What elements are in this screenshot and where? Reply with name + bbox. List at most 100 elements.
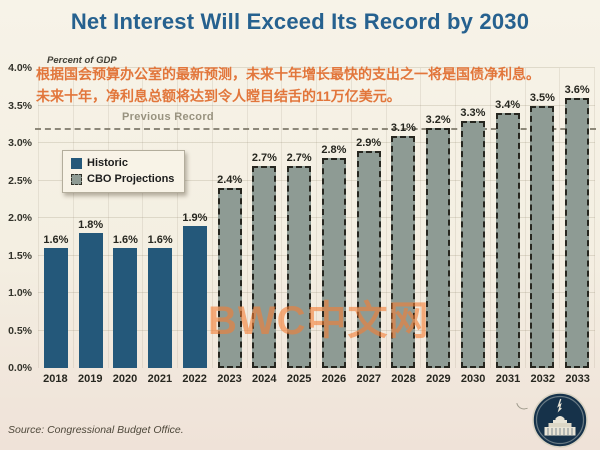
legend-item-projections: CBO Projections	[71, 173, 174, 185]
bar-column-2033: 3.6%	[559, 68, 595, 368]
previous-record-label: Previous Record	[122, 111, 214, 123]
x-tick-label: 2020	[112, 373, 138, 385]
bar-2027	[356, 150, 381, 368]
bar-column-2032: 3.5%	[524, 68, 560, 368]
x-axis: 2018 2019 2020 2021 2022 2023 2024 2025 2026 2027…	[38, 373, 595, 385]
y-tick-label: 2.5%	[8, 174, 32, 187]
x-tick-label: 2018	[43, 373, 68, 385]
x-tick-label: 2028	[391, 373, 416, 385]
gridline	[38, 104, 595, 106]
bar-2033	[565, 98, 590, 368]
bar-column-2020: 1.6%	[107, 68, 143, 368]
x-tick-label: 2032	[530, 373, 556, 385]
bar-2028	[391, 135, 416, 368]
bar-column-2026: 2.8%	[316, 68, 351, 368]
y-tick-label: 4.0%	[8, 62, 32, 74]
historic-swatch-icon	[71, 157, 82, 169]
bar-column-2029: 3.2%	[420, 68, 455, 368]
bar-2032	[530, 105, 555, 368]
bar-value-label: 1.6%	[43, 234, 69, 246]
bar-value-label: 3.3%	[460, 106, 486, 119]
bar-2020	[113, 248, 138, 368]
bar-2025	[287, 165, 312, 368]
bar-2019	[78, 233, 103, 368]
x-tick-label: 2021	[147, 373, 173, 385]
bar-value-label: 1.6%	[112, 234, 138, 246]
watermark-text: BWC中文网	[208, 299, 430, 343]
x-tick-label: 2030	[460, 373, 486, 385]
bar-2023	[217, 188, 242, 368]
bar-value-label: 1.8%	[78, 219, 104, 231]
bar-column-2030: 3.3%	[455, 68, 490, 368]
bar-value-label: 3.6%	[564, 84, 590, 96]
x-tick-label: 2024	[252, 373, 277, 385]
bar-value-label: 3.1%	[390, 121, 416, 134]
bar-2022	[182, 225, 207, 368]
x-tick-label: 2027	[356, 373, 381, 385]
x-tick-label: 2029	[426, 373, 451, 385]
bar-2018	[43, 248, 68, 368]
bar-column-2018: 1.6%	[38, 68, 73, 368]
y-tick-label: 1.5%	[8, 249, 32, 262]
x-tick-label: 2019	[77, 373, 103, 385]
gridline	[38, 254, 595, 256]
x-tick-label: 2023	[217, 373, 242, 385]
gridline	[38, 329, 595, 331]
bar-column-2023: 2.4%	[211, 68, 247, 368]
bar-value-label: 2.7%	[251, 151, 277, 164]
gridline	[38, 217, 595, 218]
bar-value-label: 1.6%	[147, 234, 173, 246]
bar-column-2028: 3.1%	[385, 68, 421, 368]
bar-2030	[460, 120, 485, 368]
projection-swatch-icon	[71, 173, 82, 185]
gridline	[38, 292, 595, 293]
bar-value-label: 2.7%	[286, 151, 312, 164]
bar-value-label: 2.9%	[356, 136, 382, 149]
plot-area: Previous Record 1.6% 1.8% 1.6% 1.6% 1.9% 2.4%…	[35, 67, 596, 368]
y-tick-label: 0.0%	[8, 362, 32, 374]
y-tick-label: 0.5%	[8, 324, 32, 337]
capitol-badge-icon	[532, 392, 588, 448]
chinese-annotation: 根据国会预算办公室的最新预测，未来十年增长最快的支出之一将是国债净利息。 未来十…	[36, 63, 598, 107]
bar-value-label: 3.2%	[425, 114, 451, 126]
bar-value-label: 3.5%	[529, 91, 555, 104]
bar-2021	[148, 248, 173, 368]
legend-label-historic: Historic	[87, 157, 128, 169]
bar-2029	[426, 128, 451, 368]
bar-2031	[495, 113, 520, 368]
x-tick-label: 2025	[286, 373, 312, 385]
gridline	[38, 67, 595, 68]
gridline	[38, 179, 595, 181]
x-tick-label: 2031	[495, 373, 521, 385]
y-tick-label: 3.0%	[8, 137, 32, 149]
bar-column-2022: 1.9%	[177, 68, 212, 368]
y-tick-label: 2.0%	[8, 212, 32, 224]
previous-record-line	[35, 128, 596, 130]
bar-column-2027: 2.9%	[350, 68, 386, 368]
y-axis: 0.0% 0.5% 1.0% 1.5% 2.0% 2.5% 3.0% 3.5% 4.0%	[0, 62, 35, 374]
chinese-annotation-line2: 未来十年，净利息总额将达到令人瞠目结舌的11万亿美元。	[36, 88, 401, 104]
legend-item-historic: Historic	[71, 157, 174, 169]
bar-column-2021: 1.6%	[142, 68, 177, 368]
x-tick-label: 2026	[321, 373, 347, 385]
y-tick-label: 1.0%	[8, 287, 32, 299]
x-tick-label: 2033	[565, 373, 590, 385]
bar-2024	[252, 165, 277, 368]
page-title: Net Interest Will Exceed Its Record by 2…	[70, 9, 530, 34]
y-axis-unit-label: Percent of GDP	[47, 55, 117, 66]
bar-value-label: 1.9%	[182, 211, 208, 224]
x-tick-label: 2022	[182, 373, 207, 385]
y-tick-label: 3.5%	[8, 99, 32, 112]
bar-series: 1.6% 1.8% 1.6% 1.6% 1.9% 2.4% 2.7% 2.7% 2.8% 2.9%…	[38, 68, 595, 368]
chinese-annotation-line1: 根据国会预算办公室的最新预测，未来十年增长最快的支出之一将是国债净利息。	[36, 66, 540, 82]
bar-value-label: 2.8%	[321, 144, 347, 156]
bar-2026	[321, 158, 346, 368]
source-note: Source: Congressional Budget Office.	[8, 424, 184, 436]
bar-column-2024: 2.7%	[246, 68, 282, 368]
bar-column-2031: 3.4%	[489, 68, 525, 368]
smudge-mark	[516, 401, 528, 411]
chart-legend: Historic CBO Projections	[62, 150, 186, 193]
bar-value-label: 3.4%	[495, 99, 521, 111]
legend-label-projections: CBO Projections	[87, 173, 175, 185]
bar-column-2025: 2.7%	[281, 68, 316, 368]
